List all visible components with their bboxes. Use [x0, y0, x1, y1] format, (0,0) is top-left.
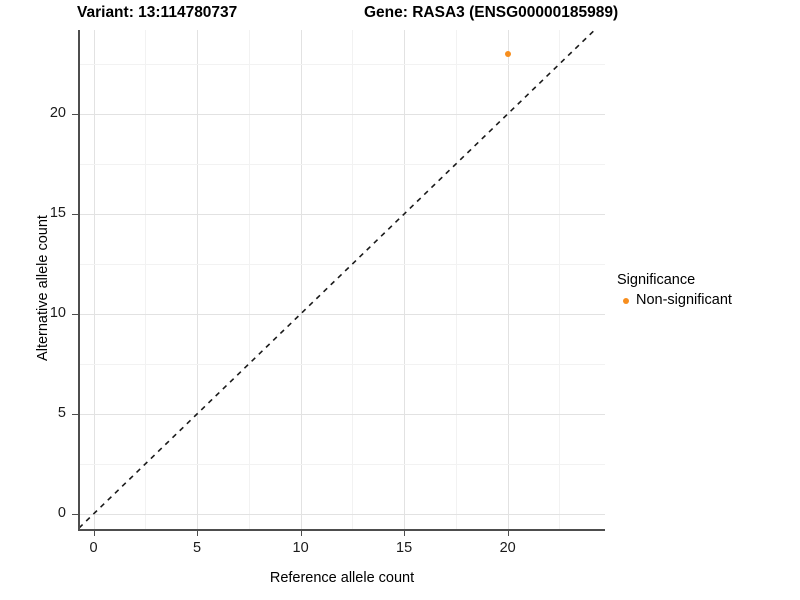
- y-axis-tick: [72, 114, 78, 115]
- y-axis-tick: [72, 214, 78, 215]
- y-axis-tick: [72, 314, 78, 315]
- gridline-vertical: [507, 30, 509, 530]
- legend: Significance Non-significant: [617, 272, 732, 309]
- gridline-vertical: [300, 30, 302, 530]
- gridline-horizontal: [79, 514, 605, 515]
- gridline-horizontal: [79, 464, 605, 465]
- x-axis-tick: [197, 531, 199, 536]
- y-axis-title: Alternative allele count: [35, 215, 51, 361]
- y-axis-tick: [72, 514, 78, 515]
- gridline-vertical: [145, 30, 147, 530]
- plot-panel: [79, 30, 605, 530]
- variant-title: Variant: 13:114780737: [77, 4, 238, 21]
- gridline-vertical: [455, 30, 457, 530]
- gridline-vertical: [404, 30, 406, 530]
- x-axis-tick-label: 0: [89, 540, 98, 556]
- gridline-horizontal: [79, 114, 605, 115]
- legend-items: Non-significant: [617, 292, 732, 309]
- gridline-horizontal: [79, 364, 605, 365]
- gridline-horizontal: [79, 414, 605, 415]
- y-axis-tick-label: 5: [57, 405, 66, 421]
- legend-title: Significance: [617, 272, 696, 288]
- x-axis-tick-label: 5: [192, 540, 202, 556]
- gridline-horizontal: [79, 164, 605, 165]
- identity-line: [79, 30, 596, 529]
- x-axis-tick-label: 10: [292, 540, 309, 556]
- x-axis-tick: [507, 531, 509, 536]
- x-axis-tick: [93, 531, 95, 536]
- gridline-vertical: [559, 30, 561, 530]
- point-marker-icon: [617, 292, 634, 309]
- x-axis-line: [78, 529, 605, 531]
- x-axis-title: Reference allele count: [269, 570, 415, 586]
- y-axis-tick-label: 10: [49, 305, 66, 321]
- gridline-horizontal: [79, 314, 605, 315]
- y-axis-tick-label: 20: [49, 105, 66, 121]
- gridline-vertical: [93, 30, 95, 530]
- legend-item-label: Non-significant: [636, 292, 732, 308]
- y-axis-tick-label: 15: [49, 205, 66, 221]
- x-axis-tick-label: 15: [396, 540, 413, 556]
- y-axis-line: [78, 30, 80, 530]
- gridline-horizontal: [79, 264, 605, 265]
- gridline-vertical: [248, 30, 250, 530]
- gridline-horizontal: [79, 64, 605, 65]
- legend-item[interactable]: Non-significant: [617, 292, 732, 309]
- data-point[interactable]: [504, 51, 511, 57]
- x-axis-tick: [300, 531, 302, 536]
- x-axis-tick: [404, 531, 406, 536]
- gridline-horizontal: [79, 214, 605, 215]
- gridline-vertical: [197, 30, 199, 530]
- x-axis-tick-label: 20: [499, 540, 516, 556]
- gene-title: Gene: RASA3 (ENSG00000185989): [364, 4, 619, 21]
- y-axis-tick-label: 0: [57, 505, 66, 521]
- y-axis-tick: [72, 414, 78, 415]
- gridline-vertical: [352, 30, 354, 530]
